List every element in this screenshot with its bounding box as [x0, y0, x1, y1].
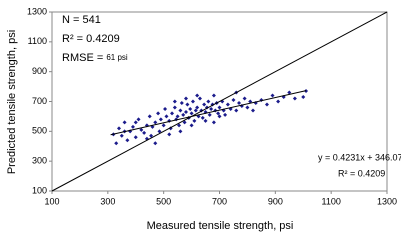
point [193, 108, 198, 113]
point [168, 126, 173, 131]
trend-r2: R² = 0.4209 [338, 168, 385, 178]
point [242, 96, 247, 101]
x-tick-label: 700 [212, 196, 227, 206]
point [178, 108, 183, 113]
point [216, 111, 221, 116]
point [217, 114, 222, 119]
point [189, 111, 194, 116]
point [195, 93, 200, 98]
point [223, 112, 228, 117]
point [184, 109, 188, 114]
point [237, 100, 242, 105]
point [158, 117, 163, 122]
x-tick-label: 100 [44, 196, 59, 206]
point [133, 135, 138, 140]
point [234, 108, 239, 113]
point [211, 120, 216, 125]
y-tick-label: 300 [32, 156, 47, 166]
point [206, 99, 211, 104]
point [153, 120, 158, 125]
x-tick-label: 1300 [377, 196, 397, 206]
y-tick-label: 500 [32, 126, 47, 136]
y-tick-label: 1100 [28, 36, 47, 46]
point [119, 133, 124, 138]
x-axis-title: Measured tensile strength, psi [147, 220, 294, 232]
y-tick-label: 900 [32, 66, 47, 76]
point [225, 102, 230, 107]
point [301, 95, 306, 100]
point [185, 102, 190, 107]
point [117, 126, 121, 131]
y-tick-label: 1300 [27, 6, 47, 16]
point [175, 114, 180, 119]
point [264, 102, 269, 107]
point [114, 141, 119, 146]
point [181, 112, 186, 117]
point [164, 114, 169, 119]
point [200, 115, 205, 120]
point [231, 98, 236, 103]
point [188, 106, 193, 111]
point [142, 130, 147, 135]
point [167, 132, 172, 137]
point [130, 124, 135, 129]
point [163, 106, 168, 111]
point [170, 111, 175, 116]
point [211, 93, 216, 98]
point [172, 99, 177, 104]
x-tick-label: 500 [156, 196, 171, 206]
point [139, 127, 144, 132]
point [190, 99, 195, 104]
n-stat: N = 541 [62, 14, 101, 26]
y-axis-title: Predicted tensile strength, psi [6, 30, 18, 174]
point [157, 129, 162, 134]
reference-line [51, 11, 388, 192]
point [217, 105, 222, 110]
point [136, 117, 141, 122]
rmse-stat: RMSE = 61 psi [62, 52, 128, 64]
point [189, 123, 194, 128]
point [179, 100, 184, 105]
point [182, 120, 187, 125]
x-tick-label: 1100 [321, 196, 340, 206]
y-tick-label: 700 [32, 96, 47, 106]
point [195, 105, 200, 110]
point [184, 96, 188, 101]
point [192, 118, 197, 123]
point [202, 102, 207, 107]
point [203, 118, 208, 123]
point [287, 90, 292, 95]
point [245, 105, 250, 110]
point [276, 99, 281, 104]
point [177, 123, 182, 128]
x-tick-label: 300 [100, 196, 115, 206]
point [122, 120, 127, 125]
point [251, 108, 255, 113]
point [125, 138, 130, 143]
point [161, 123, 166, 128]
point [156, 111, 161, 116]
y-tick-label: 100 [32, 185, 47, 195]
point [270, 93, 275, 98]
trend-line [110, 90, 307, 136]
point [153, 141, 158, 146]
rmse-value: 61 psi [106, 53, 128, 62]
r2-stat: R² = 0.4209 [62, 33, 120, 45]
x-tick-label: 900 [268, 196, 283, 206]
point [178, 129, 183, 134]
point [149, 133, 154, 138]
point [172, 105, 177, 110]
point [207, 112, 212, 117]
point [133, 120, 138, 125]
point [292, 96, 297, 101]
trend-equation: y = 0.4231x + 346.07 [318, 152, 401, 162]
rmse-label: RMSE = [62, 52, 103, 64]
point [147, 114, 152, 119]
point [197, 96, 202, 101]
point [209, 106, 214, 111]
